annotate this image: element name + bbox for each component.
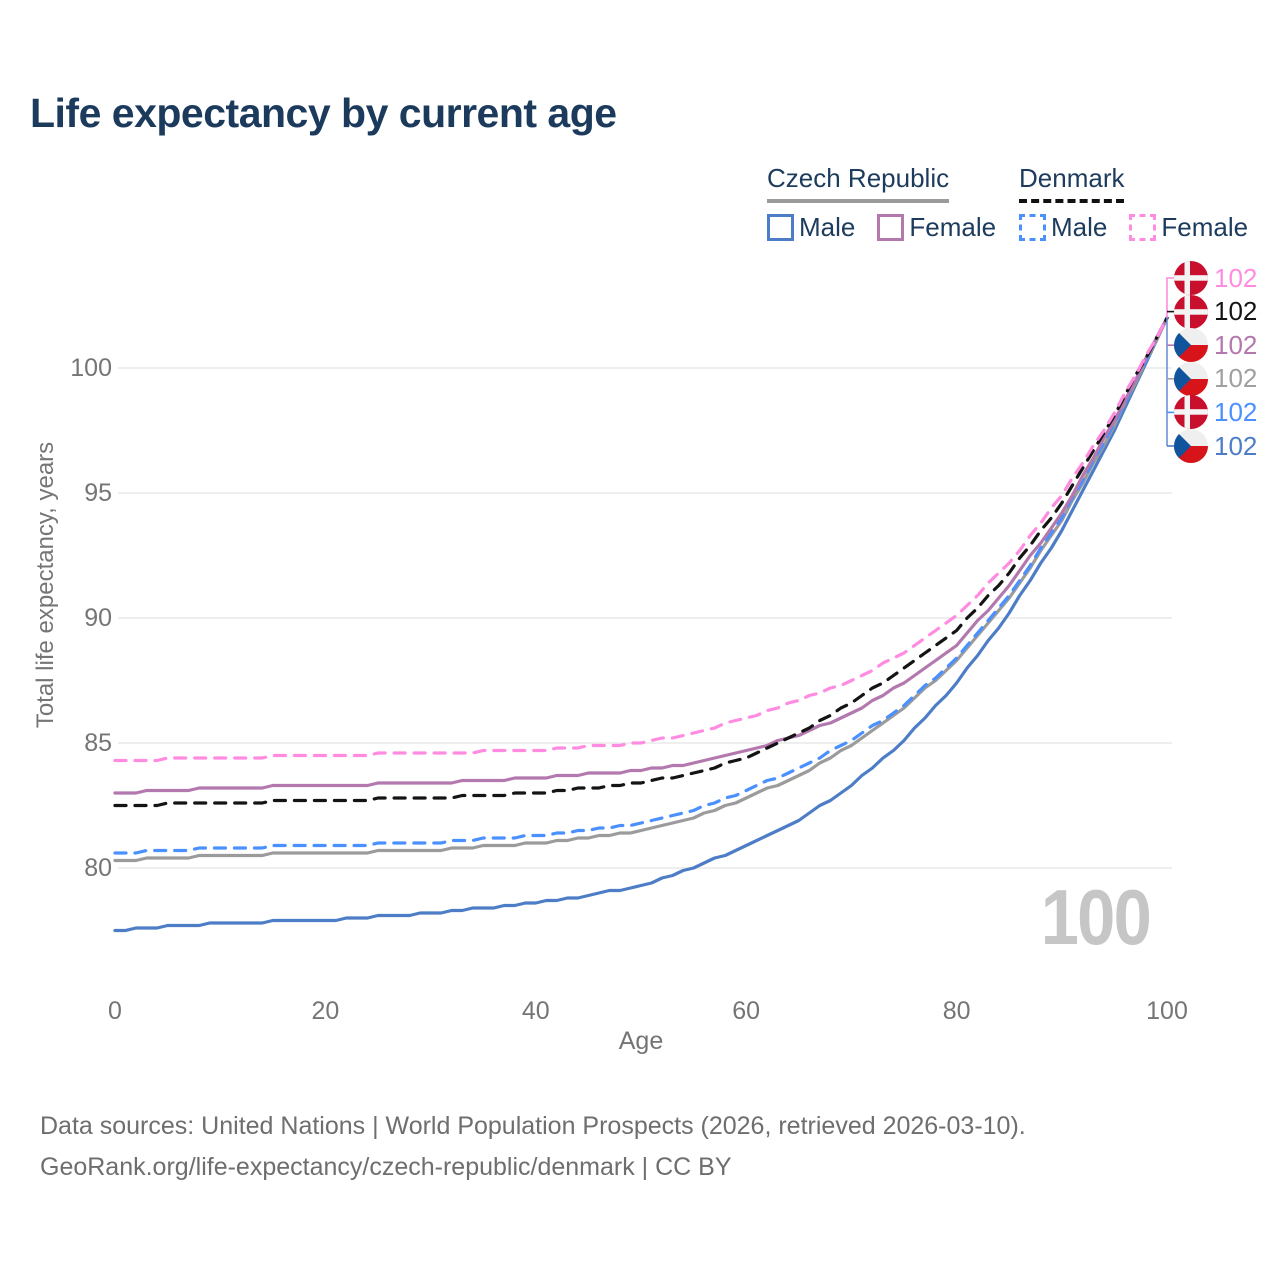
series-line-denmark-male[interactable] [113,316,1169,855]
denmark-male-swatch-icon [1019,214,1046,241]
legend-item-czech-male[interactable]: Male [767,212,855,243]
x-tick-label: 80 [943,997,971,1025]
czechia-flag-icon [1174,361,1208,396]
age-counter-watermark: 100 [1040,873,1152,961]
end-label-row-denmark-male: 102 [1174,395,1258,430]
x-tick-label: 100 [1146,997,1188,1025]
end-label-row-czech-republic-male: 102 [1174,429,1257,463]
x-tick-label: 0 [108,997,122,1025]
series-line-czech-republic-female[interactable] [113,316,1169,795]
legend-item-label: Male [799,212,856,242]
series-line-denmark-female[interactable] [113,316,1169,763]
end-label-value: 102 [1214,296,1258,327]
denmark-female-swatch-icon [1129,214,1157,241]
legend-item-label: Female [909,212,997,242]
legend-item-label: Male [1051,212,1108,242]
connector [1166,277,1174,318]
end-label-value: 102 [1214,329,1258,360]
footer-data-sources: Data sources: United Nations | World Pop… [40,1112,1026,1140]
legend-item-label: Female [1161,212,1249,242]
y-tick-label: 100 [70,354,112,382]
series-line-denmark-total[interactable] [113,316,1169,808]
denmark-flag-icon [1174,261,1208,295]
czech-female-swatch-icon [877,214,905,241]
end-label-row-denmark-total: 102 [1174,294,1258,329]
legend-group-czech-republic: Czech Republic Male Female [767,163,996,243]
end-label-value: 102 [1214,262,1258,293]
czech-male-swatch-icon [767,214,794,241]
end-label-row-denmark-female: 102 [1174,261,1257,295]
legend-heading-denmark[interactable]: Denmark [1019,163,1125,203]
czechia-flag-icon [1174,429,1208,463]
y-axis-title: Total life expectancy, years [32,441,59,729]
legend-group-denmark: Denmark Male Female [1019,163,1248,243]
czechia-flag-icon [1174,328,1208,363]
legend-item-denmark-male[interactable]: Male [1019,212,1107,243]
end-label-row-czech-republic-total: 102 [1174,361,1258,396]
legend-heading-czech-republic[interactable]: Czech Republic [767,163,950,203]
series-line-czech-republic-total[interactable] [113,316,1169,863]
x-tick-label: 60 [732,997,760,1025]
footer-attribution: GeoRank.org/life-expectancy/czech-republ… [40,1153,732,1181]
x-tick-label: 20 [311,997,339,1025]
footer: Data sources: United Nations | World Pop… [40,1106,1026,1188]
y-tick-label: 95 [84,479,112,507]
end-label-value: 102 [1214,363,1258,394]
x-tick-label: 40 [522,997,550,1025]
denmark-flag-icon [1174,294,1208,329]
y-tick-label: 90 [84,604,112,632]
x-axis-title: Age [618,1027,664,1055]
end-label-value: 102 [1214,396,1258,427]
page-title: Life expectancy by current age [30,90,617,136]
legend-item-czech-female[interactable]: Female [877,212,996,243]
y-tick-label: 85 [84,729,112,757]
y-tick-label: 80 [84,854,112,882]
series-line-czech-republic-male[interactable] [113,316,1169,933]
legend-item-denmark-female[interactable]: Female [1129,212,1248,243]
end-label-value: 102 [1214,430,1258,461]
denmark-flag-icon [1174,395,1208,430]
end-label-row-czech-republic-female: 102 [1174,328,1258,363]
